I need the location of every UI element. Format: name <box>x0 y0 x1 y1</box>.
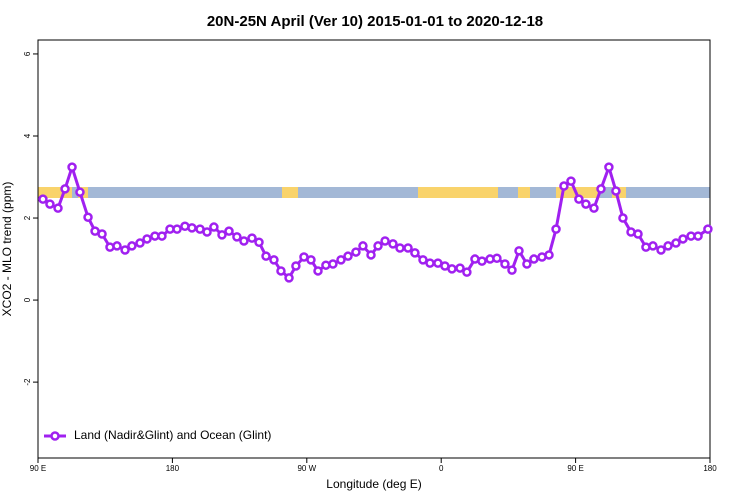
data-point <box>418 255 428 265</box>
data-point <box>172 224 182 234</box>
data-point <box>492 253 502 263</box>
data-point <box>462 267 472 277</box>
data-point <box>142 234 152 244</box>
data-point <box>611 186 621 196</box>
y-tick-label: -2 <box>23 378 32 386</box>
data-point <box>514 246 524 256</box>
data-point <box>261 251 271 261</box>
data-point <box>581 199 591 209</box>
data-point <box>45 199 55 209</box>
data-point <box>447 264 457 274</box>
data-point <box>671 238 681 248</box>
x-tick-label: 90 E <box>30 464 46 473</box>
land-band <box>556 187 600 198</box>
data-point <box>551 224 561 234</box>
data-point <box>589 203 599 213</box>
data-point <box>403 243 413 253</box>
data-point <box>209 222 219 232</box>
data-point <box>239 236 249 246</box>
data-point <box>388 239 398 249</box>
data-point <box>395 243 405 253</box>
data-point <box>507 265 517 275</box>
data-point <box>232 232 242 242</box>
x-tick-label: 180 <box>703 464 717 473</box>
data-point <box>663 241 673 251</box>
data-point <box>380 236 390 246</box>
data-point <box>247 233 257 243</box>
data-point <box>500 259 510 269</box>
data-point <box>67 162 77 172</box>
data-point <box>217 230 227 240</box>
data-point <box>693 231 703 241</box>
data-point <box>648 241 658 251</box>
data-point <box>596 184 606 194</box>
data-point <box>157 231 167 241</box>
data-point <box>455 263 465 273</box>
x-tick-label: 0 <box>439 464 444 473</box>
data-point <box>425 258 435 268</box>
data-point <box>276 266 286 276</box>
data-point <box>254 237 264 247</box>
x-tick-label: 180 <box>166 464 180 473</box>
data-point <box>75 187 85 197</box>
y-tick-label: 0 <box>23 297 32 302</box>
data-point <box>358 241 368 251</box>
land-band <box>518 187 530 198</box>
data-point <box>544 250 554 260</box>
legend-marker <box>50 431 60 441</box>
data-point <box>83 212 93 222</box>
surface-strip <box>38 187 710 198</box>
data-point <box>529 254 539 264</box>
data-point <box>410 248 420 258</box>
y-axis-label: XCO2 - MLO trend (ppm) <box>0 182 14 317</box>
data-point <box>38 194 48 204</box>
data-point <box>618 213 628 223</box>
data-point <box>566 176 576 186</box>
data-point <box>53 203 63 213</box>
data-point <box>703 224 713 234</box>
y-tick-label: 6 <box>23 51 32 56</box>
data-point <box>187 223 197 233</box>
data-point <box>224 226 234 236</box>
data-point <box>336 255 346 265</box>
data-point <box>291 261 301 271</box>
data-point <box>343 251 353 261</box>
plot-frame <box>37 39 711 459</box>
data-point <box>604 162 614 172</box>
data-point <box>306 255 316 265</box>
x-tick-label: 90 E <box>567 464 583 473</box>
data-point <box>112 241 122 251</box>
data-point <box>127 241 137 251</box>
data-point <box>633 229 643 239</box>
data-point <box>313 266 323 276</box>
data-point <box>559 181 569 191</box>
land-band <box>418 187 498 198</box>
y-tick-label: 4 <box>23 133 32 138</box>
data-point <box>97 229 107 239</box>
data-point <box>522 259 532 269</box>
data-point <box>120 245 130 255</box>
chart-title: 20N-25N April (Ver 10) 2015-01-01 to 202… <box>207 13 543 30</box>
data-point <box>678 234 688 244</box>
land-band <box>38 187 72 198</box>
data-point <box>269 255 279 265</box>
x-axis-label: Longitude (deg E) <box>326 477 421 491</box>
data-point <box>284 273 294 283</box>
x-tick-label: 90 W <box>297 464 316 473</box>
data-point <box>373 241 383 251</box>
data-point <box>366 250 376 260</box>
data-point <box>351 247 361 257</box>
data-point <box>135 238 145 248</box>
data-point <box>60 184 70 194</box>
land-band <box>282 187 298 198</box>
data-point <box>328 259 338 269</box>
ocean-band <box>38 187 710 198</box>
data-point <box>656 245 666 255</box>
legend-label: Land (Nadir&Glint) and Ocean (Glint) <box>74 428 271 442</box>
data-point <box>202 227 212 237</box>
data-point <box>477 256 487 266</box>
data-point <box>574 194 584 204</box>
y-tick-label: 2 <box>23 215 32 220</box>
